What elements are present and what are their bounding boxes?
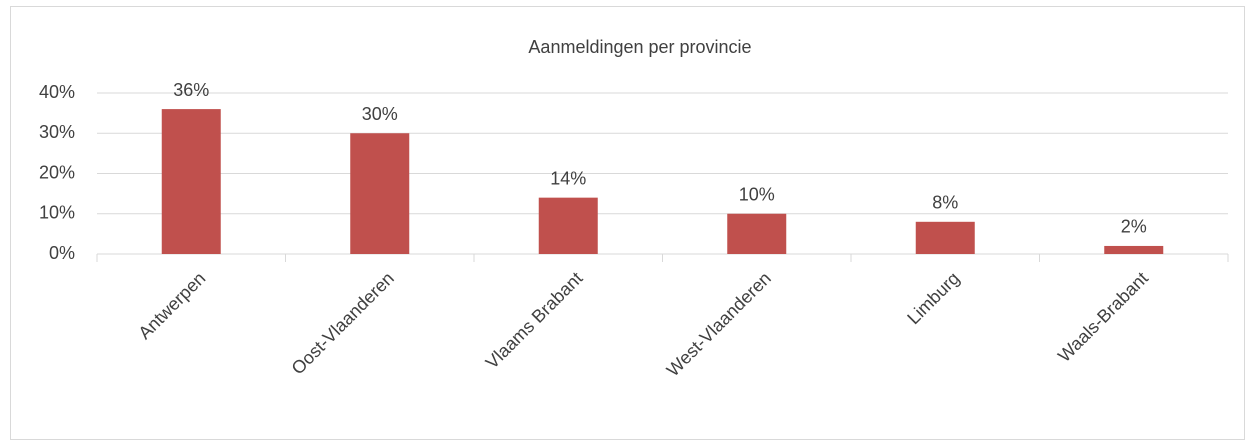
bar	[538, 197, 598, 254]
value-label: 10%	[739, 185, 775, 205]
value-label: 2%	[1121, 217, 1147, 237]
y-tick-label: 10%	[39, 203, 75, 223]
value-label: 8%	[932, 193, 958, 213]
value-label: 30%	[362, 104, 398, 124]
y-tick-label: 40%	[39, 82, 75, 102]
value-label: 14%	[550, 168, 586, 188]
bar	[915, 221, 975, 254]
y-tick-label: 20%	[39, 162, 75, 182]
value-label: 36%	[173, 80, 209, 100]
bar	[161, 109, 221, 254]
y-tick-label: 0%	[49, 243, 75, 263]
bar	[1104, 245, 1164, 254]
bar	[350, 133, 410, 254]
y-tick-label: 30%	[39, 122, 75, 142]
bar	[727, 213, 787, 254]
chart-title: Aanmeldingen per provincie	[528, 37, 751, 57]
